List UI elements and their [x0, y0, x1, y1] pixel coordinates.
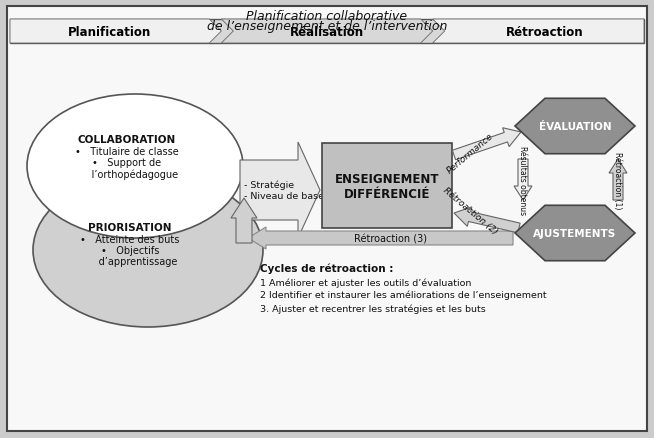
Text: PRIORISATION: PRIORISATION	[88, 223, 172, 233]
Polygon shape	[514, 159, 532, 201]
Text: Performance: Performance	[445, 132, 495, 176]
Polygon shape	[221, 20, 433, 44]
Text: Réalisation: Réalisation	[290, 25, 364, 39]
Text: 1 Améliorer et ajuster les outils d’évaluation: 1 Améliorer et ajuster les outils d’éval…	[260, 277, 472, 287]
Text: •   Titulaire de classe: • Titulaire de classe	[75, 147, 179, 157]
Polygon shape	[10, 20, 221, 44]
Text: AJUSTEMENTS: AJUSTEMENTS	[534, 229, 617, 238]
Text: ÉVALUATION: ÉVALUATION	[539, 122, 611, 132]
Text: •   Atteinte des buts: • Atteinte des buts	[80, 234, 180, 244]
Polygon shape	[453, 128, 521, 160]
Text: COLLABORATION: COLLABORATION	[78, 135, 176, 145]
Polygon shape	[240, 143, 320, 238]
Polygon shape	[433, 20, 644, 44]
Text: Rétroaction (1): Rétroaction (1)	[613, 152, 623, 209]
Text: •   Support de: • Support de	[92, 158, 162, 168]
Polygon shape	[454, 207, 520, 233]
Text: - Stratégie: - Stratégie	[244, 180, 294, 190]
Bar	[10, 20, 644, 44]
Polygon shape	[248, 227, 513, 249]
Text: DIFFÉRENCIÉ: DIFFÉRENCIÉ	[344, 187, 430, 201]
Bar	[322, 144, 452, 229]
Polygon shape	[231, 198, 257, 244]
Ellipse shape	[33, 173, 263, 327]
Ellipse shape	[27, 95, 243, 238]
Text: ENSEIGNEMENT: ENSEIGNEMENT	[335, 173, 439, 186]
Text: Cycles de rétroaction :: Cycles de rétroaction :	[260, 263, 393, 274]
Text: Rétroaction (3): Rétroaction (3)	[354, 233, 427, 244]
Text: Planification collaborative: Planification collaborative	[247, 10, 407, 23]
Text: l’orthopédagogue: l’orthopédagogue	[76, 169, 178, 179]
Text: Planification: Planification	[68, 25, 151, 39]
Text: d’apprentissage: d’apprentissage	[83, 256, 177, 266]
Text: de l’enseignement et de l’intervention: de l’enseignement et de l’intervention	[207, 20, 447, 33]
Polygon shape	[515, 99, 635, 154]
Polygon shape	[609, 159, 627, 201]
Text: Résultats obtenus: Résultats obtenus	[519, 145, 528, 215]
Polygon shape	[515, 206, 635, 261]
Text: 3. Ajuster et recentrer les stratégies et les buts: 3. Ajuster et recentrer les stratégies e…	[260, 303, 486, 313]
Text: 2 Identifier et instaurer les améliorations de l’enseignement: 2 Identifier et instaurer les améliorati…	[260, 290, 547, 300]
Text: Rétroaction: Rétroaction	[506, 25, 583, 39]
Text: Rétroaction (2): Rétroaction (2)	[441, 185, 499, 236]
Text: •   Objectifs: • Objectifs	[101, 245, 159, 255]
Text: - Niveau de base: - Niveau de base	[244, 191, 324, 201]
